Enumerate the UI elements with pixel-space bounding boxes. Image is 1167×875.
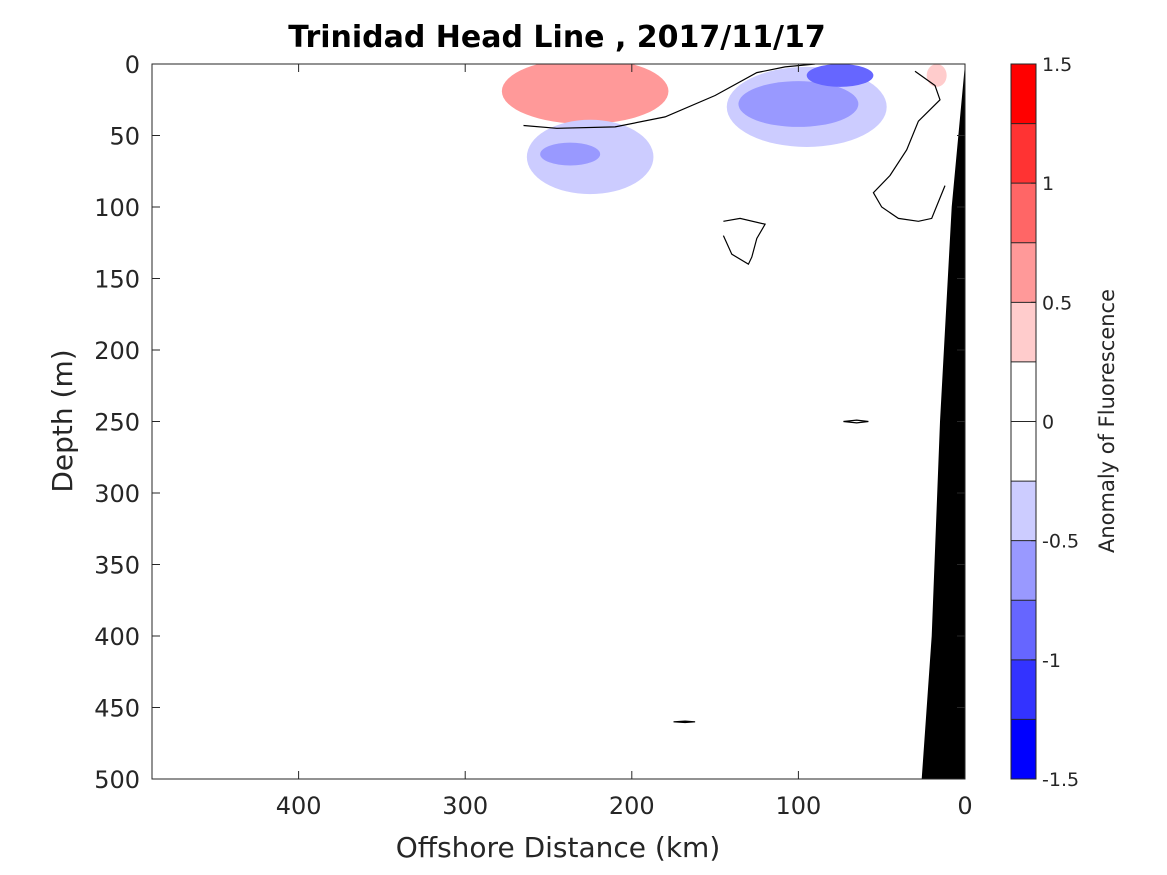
- y-tick-label-300: 300: [94, 480, 140, 508]
- x-tick-label-200: 200: [609, 792, 655, 820]
- colorbar-swatch-0: [1011, 64, 1036, 125]
- y-tick-label-50: 50: [109, 123, 140, 151]
- colorbar-tick-label-4: -0.5: [1042, 531, 1079, 553]
- colorbar-swatch-5: [1011, 361, 1036, 422]
- y-tick-label-450: 450: [94, 695, 140, 723]
- contour-region-5: [540, 142, 601, 166]
- x-tick-label-300: 300: [442, 792, 488, 820]
- colorbar-tick-label-2: 0.5: [1042, 292, 1072, 314]
- x-tick-label-100: 100: [775, 792, 821, 820]
- colorbar-swatch-3: [1011, 242, 1036, 303]
- x-tick-label-0: 0: [957, 792, 972, 820]
- bathymetry-seafloor: [921, 64, 965, 779]
- contour-region-9: [926, 64, 947, 87]
- y-tick-label-250: 250: [94, 409, 140, 437]
- x-tick-label-400: 400: [276, 792, 322, 820]
- colorbar: 1.5 1 0.5 0 -0.5 -1 -1.5: [1010, 54, 1079, 791]
- bathymetry-layer: [921, 64, 965, 779]
- colorbar-swatch-10: [1011, 659, 1036, 720]
- colorbar-swatch-6: [1011, 421, 1036, 482]
- y-tick-label-200: 200: [94, 337, 140, 365]
- colorbar-swatch-4: [1011, 302, 1036, 363]
- y-tick-label-100: 100: [94, 194, 140, 222]
- zero-contour-line-1: [872, 70, 946, 222]
- colorbar-title: Anomaly of Fluorescence: [1095, 289, 1119, 553]
- zero-contour-line-2: [722, 217, 767, 266]
- zero-contour-lines: [523, 64, 946, 724]
- contour-region-7: [738, 81, 859, 127]
- colorbar-swatch-2: [1011, 183, 1036, 244]
- zero-contour-line-3: [843, 419, 869, 424]
- colorbar-swatch-9: [1011, 600, 1036, 661]
- colorbar-tick-label-0: 1.5: [1042, 54, 1072, 76]
- y-tick-label-400: 400: [94, 623, 140, 651]
- contour-region-8: [806, 64, 874, 87]
- zero-contour-line-4: [673, 720, 696, 724]
- colorbar-tick-label-5: -1: [1042, 650, 1061, 672]
- zero-contour-line-0: [523, 64, 816, 129]
- y-tick-label-0: 0: [125, 51, 140, 79]
- contour-region-3: [501, 64, 669, 125]
- x-axis-title: Offshore Distance (km): [396, 831, 721, 864]
- colorbar-swatch-8: [1011, 540, 1036, 601]
- y-tick-label-350: 350: [94, 552, 140, 580]
- colorbar-swatch-7: [1011, 481, 1036, 542]
- colorbar-tick-label-6: -1.5: [1042, 769, 1079, 791]
- y-axis: 0 50 100 150 200 250 300 350 400 450 500: [94, 51, 965, 794]
- colorbar-tick-label-3: 0: [1042, 412, 1054, 434]
- colorbar-swatch-11: [1011, 719, 1036, 780]
- colorbar-tick-label-1: 1: [1042, 173, 1054, 195]
- y-axis-title: Depth (m): [46, 349, 79, 492]
- colorbar-swatch-1: [1011, 123, 1036, 184]
- chart-title: Trinidad Head Line , 2017/11/17: [288, 20, 825, 55]
- y-tick-label-500: 500: [94, 766, 140, 794]
- x-axis: 400 300 200 100 0: [276, 64, 973, 820]
- anomaly-contour-layer: [501, 64, 947, 195]
- y-tick-label-150: 150: [94, 266, 140, 294]
